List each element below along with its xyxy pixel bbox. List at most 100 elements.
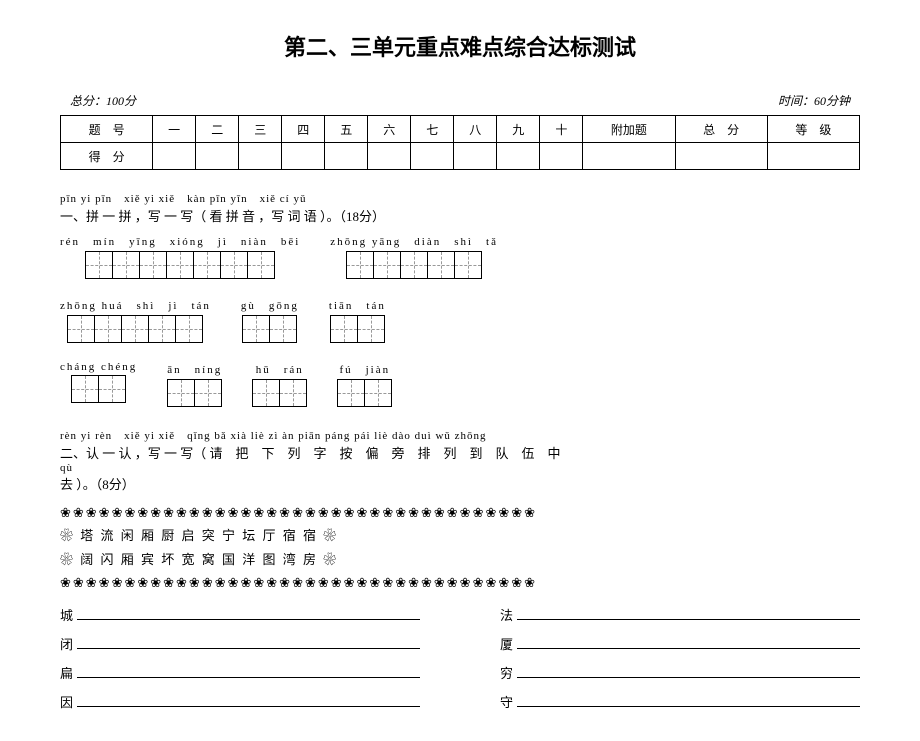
cell bbox=[282, 143, 325, 170]
char-box bbox=[252, 379, 280, 407]
char-boxes bbox=[346, 251, 482, 279]
char-box bbox=[112, 251, 140, 279]
char-box bbox=[247, 251, 275, 279]
char-box bbox=[454, 251, 482, 279]
char-boxes bbox=[242, 315, 297, 343]
cell bbox=[239, 143, 282, 170]
col-6: 六 bbox=[368, 116, 411, 143]
fill-underline bbox=[77, 634, 420, 649]
col-7: 七 bbox=[411, 116, 454, 143]
fill-underline bbox=[517, 634, 860, 649]
flower-bottom: ❀❀❀❀❀❀❀❀❀❀❀❀❀❀❀❀❀❀❀❀❀❀❀❀❀❀❀❀❀❀❀❀❀❀❀❀❀ bbox=[60, 571, 860, 594]
cell bbox=[583, 143, 675, 170]
col-1: 一 bbox=[153, 116, 196, 143]
pinyin-text: gù gōng bbox=[241, 297, 299, 313]
char-box bbox=[148, 315, 176, 343]
fill-line: 法 bbox=[500, 605, 860, 624]
char-boxes bbox=[252, 379, 307, 407]
section-1-label: pīn yi pīn xiě yi xiě kàn pīn yīn xiě cí… bbox=[60, 190, 860, 225]
flower-block: ❀❀❀❀❀❀❀❀❀❀❀❀❀❀❀❀❀❀❀❀❀❀❀❀❀❀❀❀❀❀❀❀❀❀❀❀❀ ❀ … bbox=[60, 501, 860, 595]
fill-underline bbox=[517, 692, 860, 707]
flower-line-2: ❀ 阔 闪 厢 宾 坏 宽 窝 国 洋 图 湾 房 ❀ bbox=[60, 548, 860, 571]
cell bbox=[325, 143, 368, 170]
fill-underline bbox=[517, 605, 860, 620]
cell bbox=[497, 143, 540, 170]
char-box bbox=[337, 379, 365, 407]
char-boxes bbox=[67, 315, 203, 343]
fill-line: 因 bbox=[60, 692, 420, 711]
full-score: 总分：100分 bbox=[70, 92, 136, 109]
cell bbox=[454, 143, 497, 170]
score-value-row: 得 分 bbox=[61, 143, 860, 170]
cell bbox=[540, 143, 583, 170]
fill-char: 法 bbox=[500, 605, 513, 624]
col-grade: 等 级 bbox=[767, 116, 859, 143]
pinyin-text: cháng chéng bbox=[60, 361, 137, 373]
fill-char: 穷 bbox=[500, 663, 513, 682]
char-box bbox=[269, 315, 297, 343]
col-2: 二 bbox=[196, 116, 239, 143]
pinyin-text: ān níng bbox=[167, 361, 222, 377]
fill-underline bbox=[77, 605, 420, 620]
char-boxes bbox=[330, 315, 385, 343]
char-box bbox=[98, 375, 126, 403]
char-box bbox=[373, 251, 401, 279]
col-total: 总 分 bbox=[675, 116, 767, 143]
page-title: 第二、三单元重点难点综合达标测试 bbox=[60, 30, 860, 62]
section-2-pinyin2: qù bbox=[60, 462, 860, 474]
char-box bbox=[121, 315, 149, 343]
time-limit: 时间：60分钟 bbox=[778, 92, 850, 109]
char-box bbox=[175, 315, 203, 343]
char-box bbox=[167, 379, 195, 407]
flower-line-1: ❀ 塔 流 闲 厢 厨 启 突 宁 坛 厅 宿 宿 ❀ bbox=[60, 524, 860, 547]
section-2-label: rèn yi rèn xiě yi xiě qǐng bǎ xià liè zì… bbox=[60, 427, 860, 493]
fill-col-left: 城闭扁因 bbox=[60, 605, 420, 721]
char-box bbox=[346, 251, 374, 279]
section-2-text2: 去 ）。（8分） bbox=[60, 474, 860, 493]
col-3: 三 bbox=[239, 116, 282, 143]
pinyin-text: tiān tán bbox=[329, 297, 386, 313]
fill-char: 守 bbox=[500, 692, 513, 711]
char-box bbox=[400, 251, 428, 279]
col-8: 八 bbox=[454, 116, 497, 143]
col-5: 五 bbox=[325, 116, 368, 143]
score-meta: 总分：100分 时间：60分钟 bbox=[60, 92, 860, 109]
char-box bbox=[357, 315, 385, 343]
char-box bbox=[242, 315, 270, 343]
fill-underline bbox=[517, 663, 860, 678]
char-box bbox=[220, 251, 248, 279]
section-1-pinyin: pīn yi pīn xiě yi xiě kàn pīn yīn xiě cí… bbox=[60, 190, 860, 206]
char-box bbox=[67, 315, 95, 343]
cell bbox=[153, 143, 196, 170]
char-box bbox=[427, 251, 455, 279]
char-box bbox=[330, 315, 358, 343]
fill-char: 城 bbox=[60, 605, 73, 624]
pinyin-text: fú jiàn bbox=[339, 361, 390, 377]
pinyin-text: rén mín yīng xióng jì niàn bēi bbox=[60, 233, 300, 249]
col-4: 四 bbox=[282, 116, 325, 143]
fill-line: 城 bbox=[60, 605, 420, 624]
fill-line: 扁 bbox=[60, 663, 420, 682]
fill-underline bbox=[77, 692, 420, 707]
section-1-text: 一、拼 一 拼 ，写 一 写（ 看 拼 音 ，写 词 语 ）。（18分） bbox=[60, 206, 860, 225]
char-box bbox=[193, 251, 221, 279]
cell bbox=[196, 143, 239, 170]
fill-columns: 城闭扁因 法厦穷守 bbox=[60, 605, 860, 721]
section-2-text: 二、认 一 认 ，写 一 写（ 请 把 下 列 字 按 偏 旁 排 列 到 队 … bbox=[60, 443, 860, 462]
fill-col-right: 法厦穷守 bbox=[500, 605, 860, 721]
fill-line: 守 bbox=[500, 692, 860, 711]
fill-char: 因 bbox=[60, 692, 73, 711]
char-boxes bbox=[167, 379, 222, 407]
score-table: 题 号 一 二 三 四 五 六 七 八 九 十 附加题 总 分 等 级 得 分 bbox=[60, 115, 860, 170]
fill-underline bbox=[77, 663, 420, 678]
cell bbox=[675, 143, 767, 170]
row-label: 得 分 bbox=[61, 143, 153, 170]
char-box bbox=[85, 251, 113, 279]
fill-char: 扁 bbox=[60, 663, 73, 682]
score-header-row: 题 号 一 二 三 四 五 六 七 八 九 十 附加题 总 分 等 级 bbox=[61, 116, 860, 143]
pinyin-text: hū rán bbox=[256, 361, 304, 377]
char-box bbox=[139, 251, 167, 279]
flower-top: ❀❀❀❀❀❀❀❀❀❀❀❀❀❀❀❀❀❀❀❀❀❀❀❀❀❀❀❀❀❀❀❀❀❀❀❀❀ bbox=[60, 501, 860, 524]
char-box bbox=[194, 379, 222, 407]
char-boxes bbox=[85, 251, 275, 279]
